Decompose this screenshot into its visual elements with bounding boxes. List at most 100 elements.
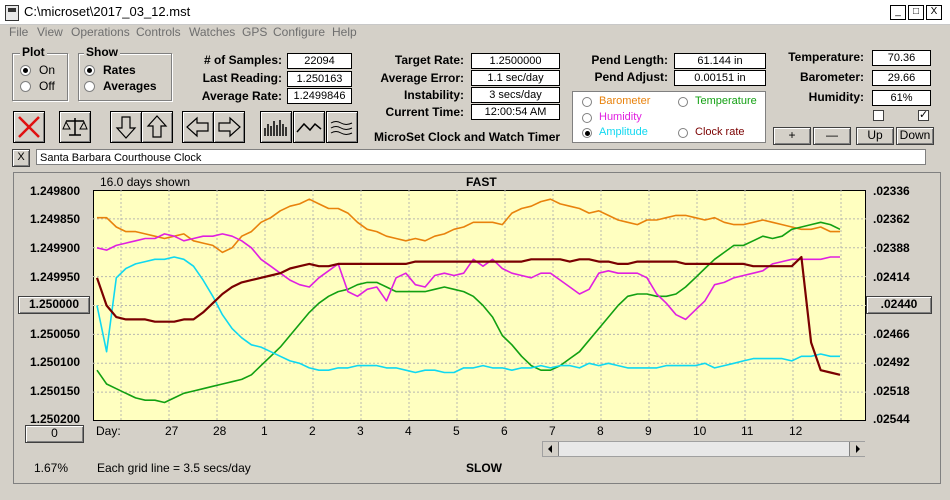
scroll-left-button[interactable] [543,442,559,456]
horizontal-scrollbar[interactable] [542,441,865,457]
x-tick-label: 28 [213,424,227,438]
pend-length-label: Pend Length: [591,53,668,67]
menu-controls[interactable]: Controls [136,25,181,39]
pend-length-value: 61.144 in [674,53,766,69]
humidity-radio[interactable] [582,113,592,123]
temperature-value: 70.36 [872,50,931,66]
menu-help[interactable]: Help [332,25,357,39]
wave-button[interactable] [326,111,358,143]
series-amplitude [96,256,840,374]
show-group-title: Show [84,45,120,59]
left-tick-3: 1.249950 [30,270,81,284]
right-tick-5: .02466 [873,327,910,341]
x-tick-label: 8 [597,424,604,438]
right-axis-center-button[interactable]: .02440 [866,296,932,314]
show-group [78,53,172,101]
right-arrow-button[interactable] [213,111,245,143]
left-tick-7: 1.250150 [30,384,81,398]
x-tick-label: 27 [165,424,179,438]
show-rates-radio[interactable] [84,65,95,76]
left-arrow-button[interactable] [182,111,214,143]
menu-configure[interactable]: Configure [273,25,326,39]
up-button[interactable]: Up [856,127,894,145]
line-graph-button[interactable] [293,111,325,143]
plus-button[interactable]: + [773,127,811,145]
right-tick-6: .02492 [873,355,910,369]
clock-name-field[interactable]: Santa Barbara Courthouse Clock [36,149,926,165]
average-rate-label: Average Rate: [201,89,282,103]
pend-adjust-value: 0.00151 in [674,70,766,86]
fast-label: FAST [466,175,497,189]
balance-button[interactable] [59,111,91,143]
barometer-value: 29.66 [872,70,931,86]
x-tick-label: 5 [453,424,460,438]
x-tick-label: 11 [741,424,754,438]
close-button[interactable]: X [926,5,942,20]
plot-off-radio[interactable] [20,81,31,92]
x-tick-label: 12 [789,424,803,438]
x-tick-label: 2 [309,424,316,438]
maximize-button[interactable]: □ [908,5,924,20]
checkbox-1[interactable] [873,110,884,121]
current-time-value: 12:00:54 AM [471,104,560,120]
menu-file[interactable]: File [9,25,29,39]
checkbox-2[interactable]: ✓ [918,109,929,121]
humidity-legend: Humidity [599,111,642,123]
menu-operations[interactable]: Operations [71,25,130,39]
grid-note: Each grid line = 3.5 secs/day [97,461,251,475]
clock-rate-radio[interactable] [678,128,688,138]
series-temperature [96,221,841,404]
histogram-icon [264,120,287,136]
menu-gps[interactable]: GPS [242,25,268,39]
app-name: MicroSet Clock and Watch Timer [374,130,561,144]
series-humidity [96,233,840,321]
left-tick-1: 1.249850 [30,212,81,226]
triangle-left-icon [548,445,552,453]
left-tick-2: 1.249900 [30,241,81,255]
scroll-right-button[interactable] [849,442,865,456]
plot-on-radio[interactable] [20,65,31,76]
chart-panel [13,172,941,484]
left-tick-0: 1.249800 [30,184,81,198]
amplitude-legend: Amplitude [599,126,648,138]
amplitude-radio[interactable] [582,128,592,138]
stop-button[interactable] [13,111,45,143]
last-reading-label: Last Reading: [202,71,282,85]
right-tick-3: .02414 [873,270,910,284]
clear-clock-button[interactable]: X [12,149,30,167]
arrow-left-icon [186,116,209,138]
temperature-radio[interactable] [678,97,688,107]
barometer-radio[interactable] [582,97,592,107]
clock-rate-legend: Clock rate [695,126,745,138]
series-clock-rate [95,255,841,376]
right-tick-7: .02518 [873,384,910,398]
app-icon [5,5,19,21]
last-reading-value: 1.250163 [287,71,352,87]
show-averages-label: Averages [103,79,157,93]
minimize-button[interactable]: _ [890,5,906,20]
down-arrow-button[interactable] [110,111,142,143]
instability-label: Instability: [403,88,464,102]
target-rate-value: 1.2500000 [471,53,560,69]
menu-view[interactable]: View [37,25,63,39]
right-tick-1: .02362 [873,212,910,226]
up-arrow-button[interactable] [141,111,173,143]
arrow-down-icon [115,116,137,139]
left-tick-5: 1.250050 [30,327,81,341]
menu-watches[interactable]: Watches [189,25,236,39]
x-tick-label: 3 [357,424,364,438]
left-tick-6: 1.250100 [30,355,81,369]
minus-button[interactable]: — [813,127,851,145]
down-button[interactable]: Down [896,127,934,145]
average-error-value: 1.1 sec/day [471,70,560,86]
x-tick-label: 9 [645,424,652,438]
title-bar: C:\microset\2017_03_12.mst _ □ X [0,0,950,25]
plot-off-label: Off [39,79,55,93]
histogram-button[interactable] [260,111,292,143]
plot-area[interactable] [93,190,866,421]
x-tick-label: 7 [549,424,556,438]
left-axis-center-button[interactable]: 1.250000 [18,296,90,314]
series-selector [572,91,766,143]
zero-button[interactable]: 0 [25,425,84,443]
show-averages-radio[interactable] [84,81,95,92]
